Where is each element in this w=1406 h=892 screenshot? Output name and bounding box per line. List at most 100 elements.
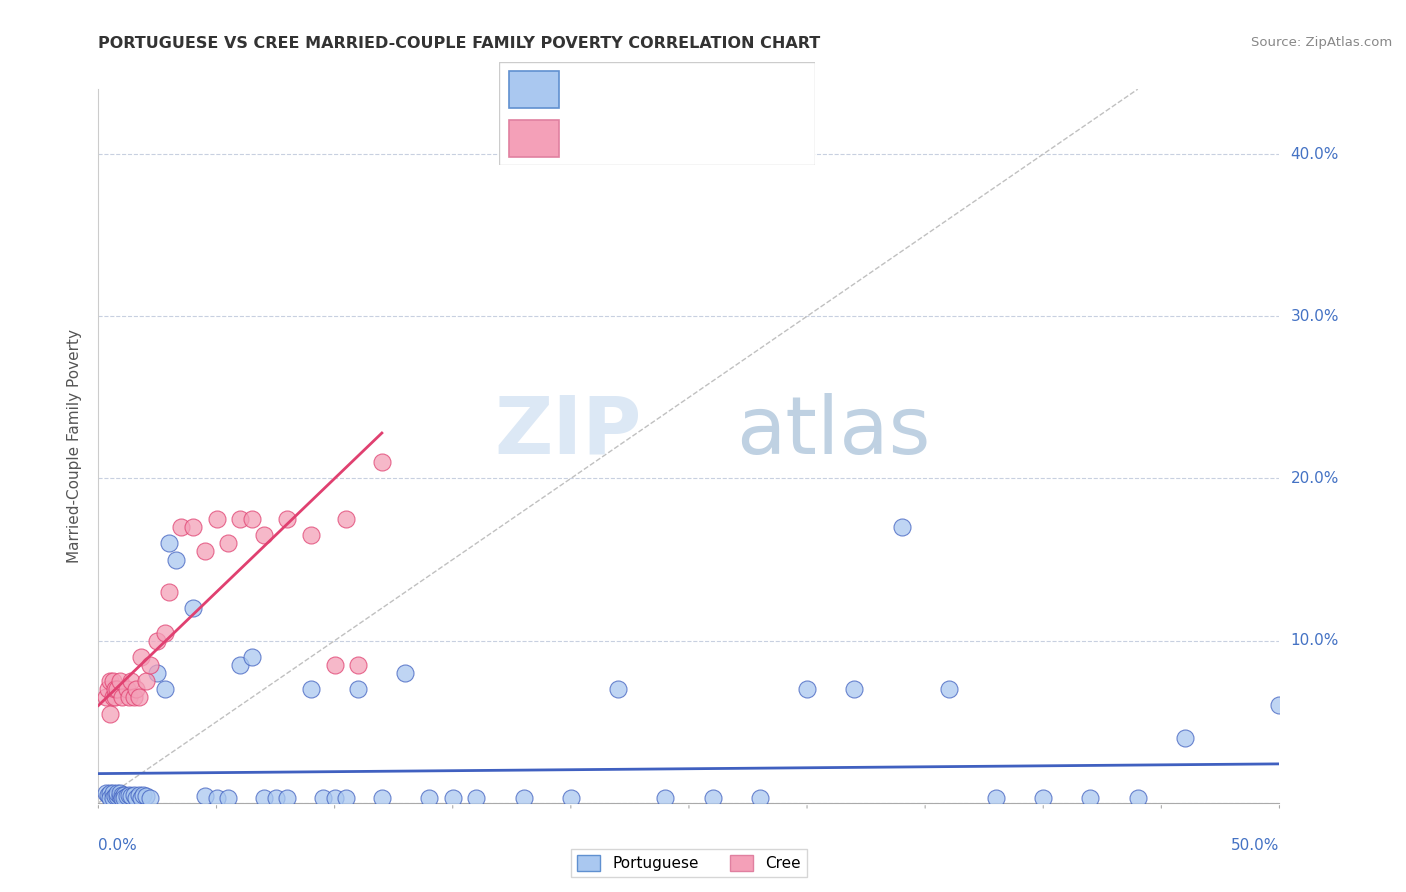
Point	[1268, 698, 1291, 713]
Point	[938, 682, 960, 697]
Point	[128, 788, 150, 802]
Point	[323, 791, 346, 805]
Point	[153, 625, 176, 640]
Point	[98, 786, 121, 800]
Text: N =: N =	[699, 79, 735, 97]
Point	[1032, 791, 1054, 805]
Point	[170, 520, 193, 534]
Point	[607, 682, 630, 697]
Point	[111, 788, 134, 802]
Text: N =: N =	[699, 128, 735, 145]
Point	[118, 788, 141, 802]
Text: 0.376: 0.376	[619, 128, 672, 145]
Point	[115, 682, 138, 697]
Point	[129, 791, 152, 805]
Point	[796, 682, 818, 697]
Point	[157, 536, 180, 550]
Point	[205, 512, 228, 526]
Text: 20.0%: 20.0%	[1291, 471, 1339, 486]
Point	[101, 786, 124, 800]
Point	[165, 552, 187, 566]
Point	[94, 786, 117, 800]
Point	[135, 674, 157, 689]
Point	[108, 674, 131, 689]
Point	[97, 788, 120, 802]
Point	[181, 520, 204, 534]
Point	[441, 791, 464, 805]
Point	[112, 791, 135, 805]
Point	[105, 682, 128, 697]
Text: 10.0%: 10.0%	[1291, 633, 1339, 648]
Point	[217, 536, 239, 550]
Point	[229, 512, 252, 526]
Point	[1080, 791, 1102, 805]
Point	[253, 528, 276, 542]
Point	[129, 649, 152, 664]
Text: R =: R =	[575, 79, 612, 97]
Point	[890, 520, 912, 534]
Point	[135, 789, 157, 804]
Point	[371, 791, 394, 805]
Point	[105, 786, 128, 800]
Point	[125, 682, 148, 697]
Point	[98, 674, 121, 689]
Point	[105, 789, 128, 804]
Text: 0.067: 0.067	[619, 79, 672, 97]
Point	[347, 657, 370, 672]
Point	[984, 791, 1007, 805]
Point	[153, 682, 176, 697]
Point	[101, 791, 124, 805]
Point	[181, 601, 204, 615]
Text: R =: R =	[575, 128, 612, 145]
Text: 64: 64	[742, 79, 766, 97]
Point	[299, 528, 322, 542]
Point	[335, 512, 357, 526]
Point	[240, 512, 263, 526]
Point	[335, 791, 357, 805]
FancyBboxPatch shape	[509, 70, 560, 108]
Point	[122, 788, 145, 802]
Point	[104, 682, 127, 697]
Y-axis label: Married-Couple Family Poverty: Married-Couple Family Poverty	[67, 329, 83, 563]
Text: atlas: atlas	[737, 392, 931, 471]
Point	[205, 791, 228, 805]
Point	[98, 706, 121, 721]
Point	[108, 789, 131, 804]
Point	[194, 789, 217, 804]
Point	[157, 585, 180, 599]
Point	[560, 791, 582, 805]
Point	[146, 633, 169, 648]
Point	[125, 791, 148, 805]
Point	[323, 657, 346, 672]
Text: 37: 37	[742, 128, 766, 145]
Text: PORTUGUESE VS CREE MARRIED-COUPLE FAMILY POVERTY CORRELATION CHART: PORTUGUESE VS CREE MARRIED-COUPLE FAMILY…	[98, 36, 821, 51]
Legend: Portuguese, Cree: Portuguese, Cree	[571, 849, 807, 877]
Point	[418, 791, 440, 805]
Text: 30.0%: 30.0%	[1291, 309, 1339, 324]
Point	[253, 791, 276, 805]
Point	[264, 791, 287, 805]
Point	[118, 690, 141, 705]
Point	[101, 690, 124, 705]
Point	[146, 666, 169, 681]
Point	[111, 791, 134, 805]
Point	[702, 791, 724, 805]
Point	[654, 791, 676, 805]
Point	[299, 682, 322, 697]
Point	[276, 791, 298, 805]
Point	[115, 789, 138, 804]
Point	[121, 674, 143, 689]
Point	[97, 682, 120, 697]
Point	[139, 791, 162, 805]
Point	[312, 791, 335, 805]
Point	[122, 690, 145, 705]
Point	[108, 786, 131, 800]
Point	[371, 455, 394, 469]
Point	[465, 791, 488, 805]
Text: Source: ZipAtlas.com: Source: ZipAtlas.com	[1251, 36, 1392, 49]
Point	[104, 690, 127, 705]
Point	[101, 674, 124, 689]
Point	[98, 791, 121, 805]
Point	[104, 789, 127, 804]
FancyBboxPatch shape	[509, 120, 560, 157]
